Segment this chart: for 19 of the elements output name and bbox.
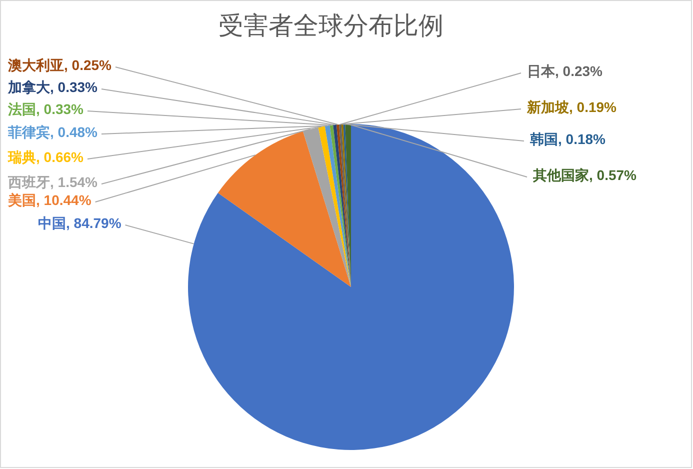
pie-slice: [318, 126, 351, 287]
slice-label: 菲律宾, 0.48%: [7, 124, 98, 140]
slice-label: 加拿大, 0.33%: [7, 78, 98, 95]
slice-label: 日本, 0.23%: [527, 62, 604, 79]
slice-label: 新加坡, 0.19%: [526, 98, 618, 115]
slice-label: 法国, 0.33%: [7, 100, 84, 117]
slice-label: 其他国家, 0.57%: [532, 166, 638, 183]
pie-slice: [218, 131, 351, 287]
slice-label: 韩国, 0.18%: [529, 130, 606, 147]
pie-slice: [333, 124, 351, 287]
slice-label: 美国, 10.44%: [7, 192, 92, 208]
chart-title: 受害者全球分布比例: [218, 12, 444, 40]
slice-label: 中国, 84.79%: [38, 214, 122, 231]
slice-label: 澳大利亚, 0.25%: [7, 56, 112, 73]
slice-label: 瑞典, 0.66%: [7, 148, 84, 165]
pie-slice: [336, 124, 351, 287]
pie-slice: [188, 124, 514, 450]
pie-slice: [324, 125, 351, 287]
slice-label: 西班牙, 1.54%: [7, 174, 98, 190]
